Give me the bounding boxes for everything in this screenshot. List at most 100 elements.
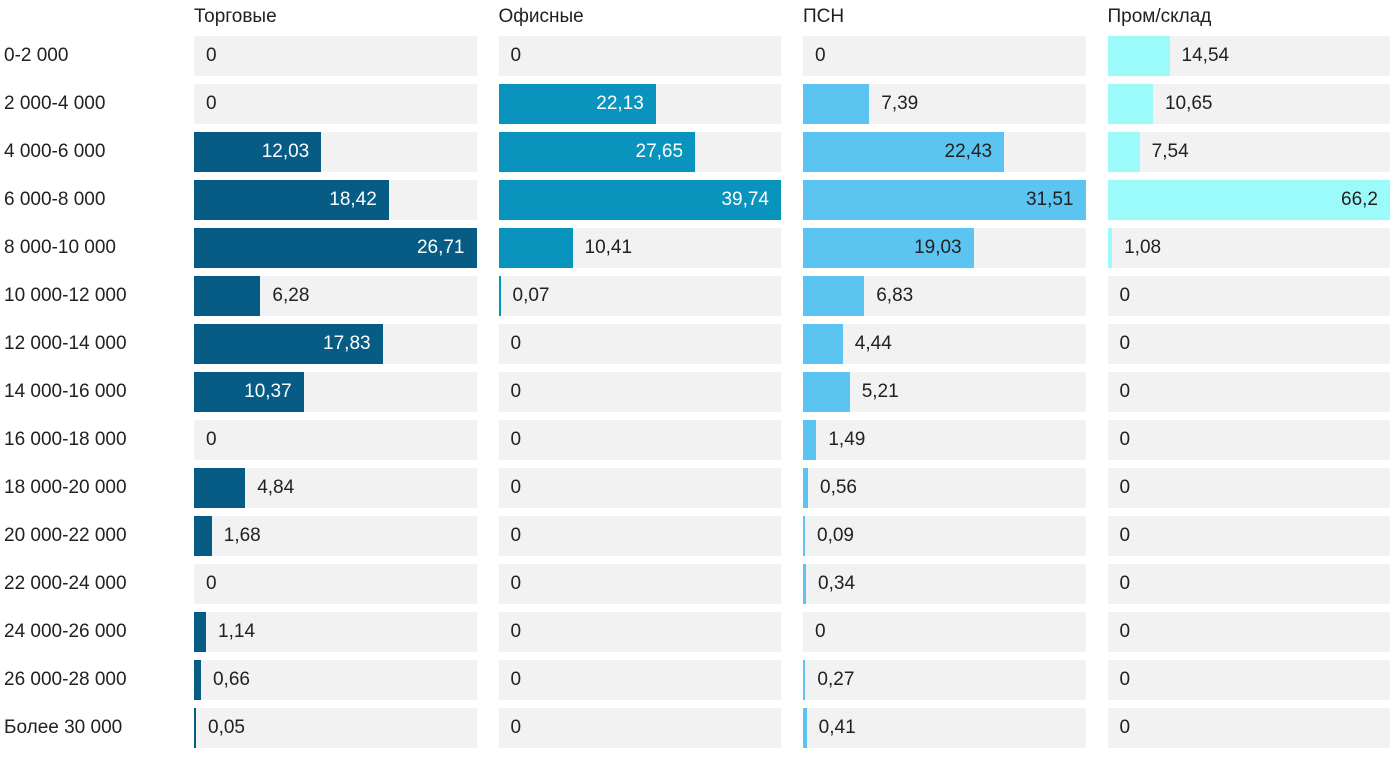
bar-value-label: 0 <box>206 45 217 66</box>
bar-track: 0,66 <box>194 660 477 700</box>
bar-value-label: 0 <box>1119 477 1131 498</box>
bar-value-label: 4,44 <box>854 333 892 354</box>
bar-value-label: 0,05 <box>208 717 245 738</box>
bar-value-label: 0 <box>206 429 217 450</box>
bar-value-label: 0 <box>1119 573 1131 594</box>
bar-track: 0,56 <box>803 468 1086 508</box>
row-label: 22 000-24 000 <box>4 573 127 594</box>
row-label: Более 30 000 <box>4 717 123 738</box>
bar <box>194 324 383 364</box>
bar <box>194 276 261 316</box>
bar <box>498 84 656 124</box>
bar <box>498 276 501 316</box>
bar-value-label: 1,68 <box>223 525 261 546</box>
bar-track: 0 <box>803 612 1086 652</box>
bar-value-label: 0 <box>1119 669 1131 690</box>
bar-value-label: 0,56 <box>820 477 857 498</box>
bar-value-label: 0,07 <box>512 285 550 306</box>
bar <box>803 276 865 316</box>
bar <box>803 132 1005 172</box>
bar <box>803 516 805 556</box>
bar <box>194 132 322 172</box>
bar-track: 27,65 <box>498 132 781 172</box>
bar-track: 6,83 <box>803 276 1086 316</box>
bar-value-label: 31,51 <box>1025 189 1074 210</box>
bar <box>803 468 809 508</box>
bar-track: 4,44 <box>803 324 1086 364</box>
column-header-psn: ПСН <box>803 6 845 27</box>
bar-value-label: 0,09 <box>817 525 854 546</box>
bar-track: 1,08 <box>1107 228 1390 268</box>
bar-value-label: 6,83 <box>876 285 914 306</box>
bar-value-label: 22,13 <box>596 93 644 114</box>
bar-track: 0 <box>1107 660 1390 700</box>
row-label: 0-2 000 <box>4 45 69 66</box>
bar-value-label: 0 <box>206 573 217 594</box>
bar-track: 18,42 <box>194 180 477 220</box>
bar-track: 4,84 <box>194 468 477 508</box>
bar-track: 0 <box>498 516 781 556</box>
bar-value-label: 26,71 <box>416 237 465 258</box>
bar-value-label: 22,43 <box>944 141 993 162</box>
bar-value-label: 0 <box>510 477 522 498</box>
chart-row: 2 000-4 000 0 22,13 7,39 10,65 <box>0 84 1390 124</box>
bar-value-label: 4,84 <box>257 477 295 498</box>
row-label: 8 000-10 000 <box>4 237 116 258</box>
bar <box>1107 180 1390 220</box>
row-label: 2 000-4 000 <box>4 93 106 114</box>
bar-value-label: 10,37 <box>244 381 292 402</box>
chart-row: 10 000-12 000 6,28 0,07 6,83 0 <box>0 276 1390 316</box>
bar-track: 0 <box>1107 324 1390 364</box>
bar-track: 0 <box>1107 420 1390 460</box>
bar <box>498 132 696 172</box>
bar-track: 0 <box>1107 564 1390 604</box>
bar-track: 0 <box>498 324 781 364</box>
bar <box>194 468 246 508</box>
bar-track: 0,27 <box>803 660 1086 700</box>
bar-value-label: 0 <box>510 621 522 642</box>
bar-track: 7,39 <box>803 84 1086 124</box>
bar-track: 0 <box>1107 708 1390 748</box>
row-label: 6 000-8 000 <box>4 189 106 210</box>
row-label: 4 000-6 000 <box>4 141 106 162</box>
bar-track: 0,09 <box>803 516 1086 556</box>
bar-track: 0,41 <box>803 708 1086 748</box>
bar <box>803 372 850 412</box>
row-label: 18 000-20 000 <box>4 477 127 498</box>
bar-track: 12,03 <box>194 132 477 172</box>
header-spacer <box>0 6 172 28</box>
bar-value-label: 39,74 <box>721 189 769 210</box>
bar-track: 0 <box>1107 372 1390 412</box>
bar-value-label: 0 <box>510 333 522 354</box>
bar-value-label: 0,41 <box>818 717 856 738</box>
chart-row: 16 000-18 000 0 0 1,49 0 <box>0 420 1390 460</box>
chart-row: 12 000-14 000 17,83 0 4,44 0 <box>0 324 1390 364</box>
bar <box>194 612 207 652</box>
bar-track: 17,83 <box>194 324 477 364</box>
bar <box>803 180 1086 220</box>
bar-value-label: 0 <box>206 93 217 114</box>
row-label: 12 000-14 000 <box>4 333 127 354</box>
bar-value-label: 1,14 <box>218 621 256 642</box>
bar-track: 1,49 <box>803 420 1086 460</box>
bar-track: 66,2 <box>1107 180 1390 220</box>
bar-value-label: 12,03 <box>261 141 310 162</box>
bar-value-label: 0 <box>510 429 522 450</box>
bar <box>194 228 477 268</box>
bar-value-label: 0,34 <box>818 573 856 594</box>
chart-row: 18 000-20 000 4,84 0 0,56 0 <box>0 468 1390 508</box>
bar-value-label: 27,65 <box>635 141 684 162</box>
bar-value-label: 0 <box>510 45 522 66</box>
bar <box>1107 36 1170 76</box>
row-label: 14 000-16 000 <box>4 381 127 402</box>
bar-track: 0 <box>1107 468 1390 508</box>
bar-value-label: 0 <box>1119 429 1131 450</box>
bar-value-label: 7,54 <box>1151 141 1189 162</box>
bar-value-label: 0 <box>1119 621 1131 642</box>
row-label: 20 000-22 000 <box>4 525 127 546</box>
bar <box>1107 228 1113 268</box>
bar-value-label: 0 <box>1119 285 1131 306</box>
chart-row: 24 000-26 000 1,14 0 0 0 <box>0 612 1390 652</box>
bar-track: 0 <box>194 564 477 604</box>
bar-track: 0 <box>498 468 781 508</box>
